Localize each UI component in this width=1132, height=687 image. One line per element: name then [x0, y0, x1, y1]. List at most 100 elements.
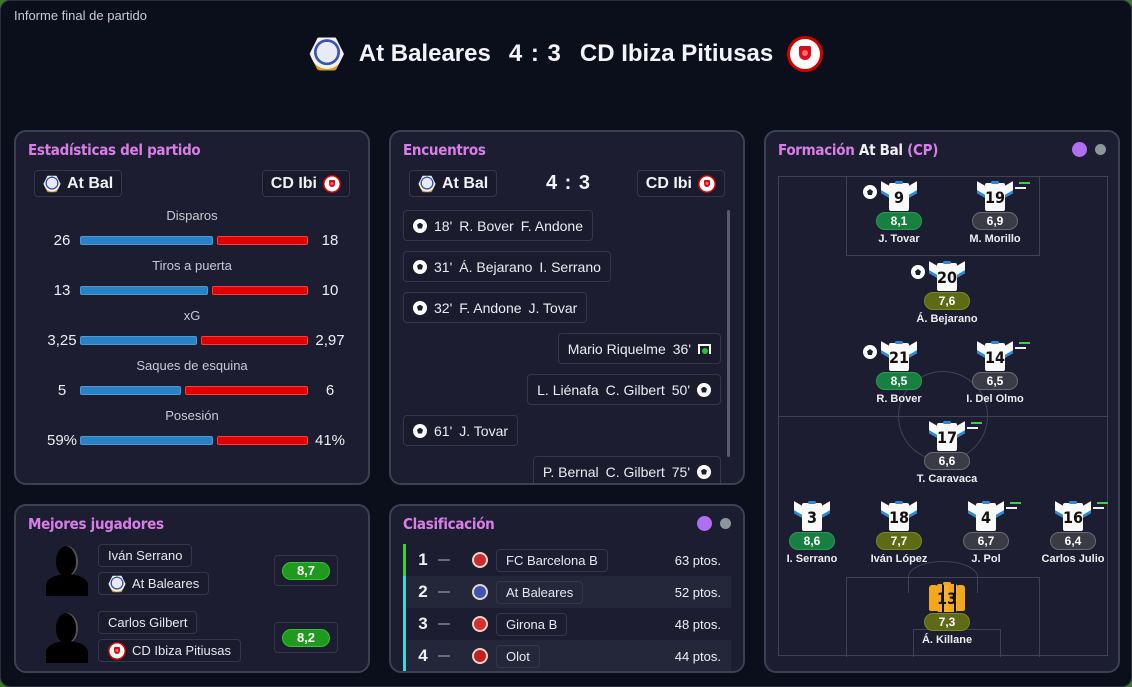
team-name[interactable]: At Baleares	[496, 580, 584, 604]
event-item[interactable]: L. Liénafa C. Gilbert 50'	[527, 374, 721, 405]
event-item[interactable]: 18' R. Bover F. Andone	[403, 210, 593, 241]
formation-player[interactable]: 4 6,7 J. Pol	[946, 501, 1026, 565]
cd-ibiza-crest-icon	[108, 641, 126, 660]
events-card: Encuentros At Bal 4 : 3 CD Ibi 18' R. Bov…	[389, 130, 745, 485]
event-item[interactable]: 31' Á. Bejarano I. Serrano	[403, 251, 611, 282]
formation-player[interactable]: 14 6,5 I. Del Olmo	[955, 341, 1035, 405]
cd-ibiza-crest-icon	[698, 174, 716, 193]
shirt-number: 19	[984, 188, 1006, 207]
player-avatar	[46, 546, 88, 596]
player-rating-box: 8,7	[274, 555, 338, 586]
player-team-pill[interactable]: At Baleares	[98, 572, 210, 595]
stat-label: Disparos	[166, 208, 218, 223]
formation-player[interactable]: 13 7,3 Á. Killane	[907, 582, 987, 646]
formation-player[interactable]: 21 8,5 R. Bover	[859, 341, 939, 405]
player-rating-box: 8,2	[274, 622, 338, 653]
final-score: 4 : 3	[508, 40, 562, 67]
player-name: Iván López	[870, 553, 928, 565]
away-team-pill[interactable]: CD Ibi	[261, 170, 350, 197]
goal-ball-icon	[413, 300, 427, 315]
event-assist: J. Tovar	[528, 299, 578, 316]
stat-label: Posesión	[165, 408, 219, 423]
zone-marker	[403, 640, 406, 671]
formation-player[interactable]: 17 6,6 T. Caravaca	[907, 421, 987, 485]
home-team-pill[interactable]: At Bal	[34, 170, 123, 197]
away-stat-bar	[217, 236, 308, 245]
formation-player[interactable]: 19 6,9 M. Morillo	[955, 181, 1035, 245]
team-name[interactable]: Olot	[496, 644, 540, 668]
away-team-short: CD Ibi	[645, 174, 692, 192]
home-stat-value: 26	[53, 232, 71, 249]
page-dot-inactive[interactable]	[1095, 144, 1106, 155]
substitution-icon	[1015, 341, 1031, 351]
home-stat-bar	[80, 386, 181, 395]
substitution-icon	[1093, 501, 1109, 511]
standings-row[interactable]: 3 Girona B 48 ptos.	[403, 608, 731, 640]
page-dot-active[interactable]	[1072, 142, 1087, 157]
top-penalty-box	[846, 176, 1040, 256]
page-dots	[1072, 142, 1106, 157]
shirt-number: 13	[936, 589, 958, 608]
event-scorer: C. Gilbert	[605, 381, 665, 398]
player-name-pill[interactable]: Iván Serrano	[98, 544, 193, 567]
home-stat-value: 3,25	[47, 332, 77, 349]
home-stat-bar	[80, 236, 213, 245]
player-name: Iván Serrano	[108, 548, 183, 563]
player-name: Carlos Gilbert	[108, 615, 188, 630]
at-baleares-crest-icon	[108, 575, 126, 592]
goal-ball-icon	[863, 185, 877, 199]
player-name: M. Morillo	[969, 233, 1021, 245]
cd-ibiza-crest-icon	[323, 174, 341, 193]
page-dot-inactive[interactable]	[720, 518, 731, 529]
standings-row[interactable]: 1 FC Barcelona B 63 ptos.	[403, 544, 731, 576]
event-item[interactable]: Mario Riquelme 36'	[557, 333, 721, 364]
substitution-icon	[967, 421, 983, 431]
away-team-pill[interactable]: CD Ibi	[636, 170, 725, 197]
team-name[interactable]: FC Barcelona B	[496, 548, 608, 572]
shirt-icon: 18	[881, 501, 917, 531]
event-item[interactable]: 32' F. Andone J. Tovar	[403, 292, 588, 323]
player-name: I. Del Olmo	[966, 393, 1024, 405]
trend-dash-icon	[438, 623, 450, 625]
player-rating: 8,7	[282, 561, 330, 580]
event-item[interactable]: 61' J. Tovar	[403, 415, 519, 446]
formation-player[interactable]: 3 8,6 I. Serrano	[772, 501, 852, 565]
stat-label: Saques de esquina	[136, 358, 248, 373]
event-minute: 32'	[434, 299, 453, 316]
trend-dash-icon	[438, 591, 450, 593]
player-rating: 8,1	[876, 212, 922, 230]
player-rating: 7,7	[876, 532, 922, 550]
formation-player[interactable]: 9 8,1 J. Tovar	[859, 181, 939, 245]
shirt-icon: 4	[968, 501, 1004, 531]
event-scorer: R. Bover	[459, 217, 514, 234]
goal-ball-icon	[413, 423, 427, 438]
standings-row[interactable]: 4 Olot 44 ptos.	[403, 640, 731, 671]
formation-label: Formación	[778, 141, 855, 159]
standings-row[interactable]: 2 At Baleares 52 ptos.	[403, 576, 731, 608]
page-dot-active[interactable]	[697, 516, 712, 531]
at-baleares-crest-icon	[418, 175, 436, 192]
player-avatar	[46, 613, 88, 663]
formation-player[interactable]: 16 6,4 Carlos Julio	[1033, 501, 1113, 565]
shirt-icon: 16	[1055, 501, 1091, 531]
event-item[interactable]: P. Bernal C. Gilbert 75'	[532, 456, 721, 483]
events-scrollbar[interactable]	[727, 210, 730, 457]
bottom-arc	[908, 561, 978, 593]
player-name-pill[interactable]: Carlos Gilbert	[98, 611, 198, 634]
home-team-pill[interactable]: At Bal	[409, 170, 498, 197]
event-minute: 61'	[434, 422, 453, 439]
shirt-number: 17	[936, 428, 958, 447]
formation-player[interactable]: 20 7,6 Á. Bejarano	[907, 261, 987, 325]
formation-player[interactable]: 18 7,7 Iván López	[859, 501, 939, 565]
event-minute: 31'	[434, 258, 453, 275]
player-rating: 6,6	[924, 452, 970, 470]
home-stat-bar	[80, 336, 197, 345]
player-rating: 6,9	[972, 212, 1018, 230]
team-name[interactable]: Girona B	[496, 612, 568, 636]
player-team-pill[interactable]: CD Ibiza Pitiusas	[98, 639, 241, 662]
stat-label: xG	[183, 308, 201, 323]
event-assist: F. Andone	[520, 217, 583, 234]
goal-ball-icon	[697, 464, 711, 479]
position: 1	[418, 550, 428, 569]
home-team-name: At Baleares	[358, 40, 491, 67]
